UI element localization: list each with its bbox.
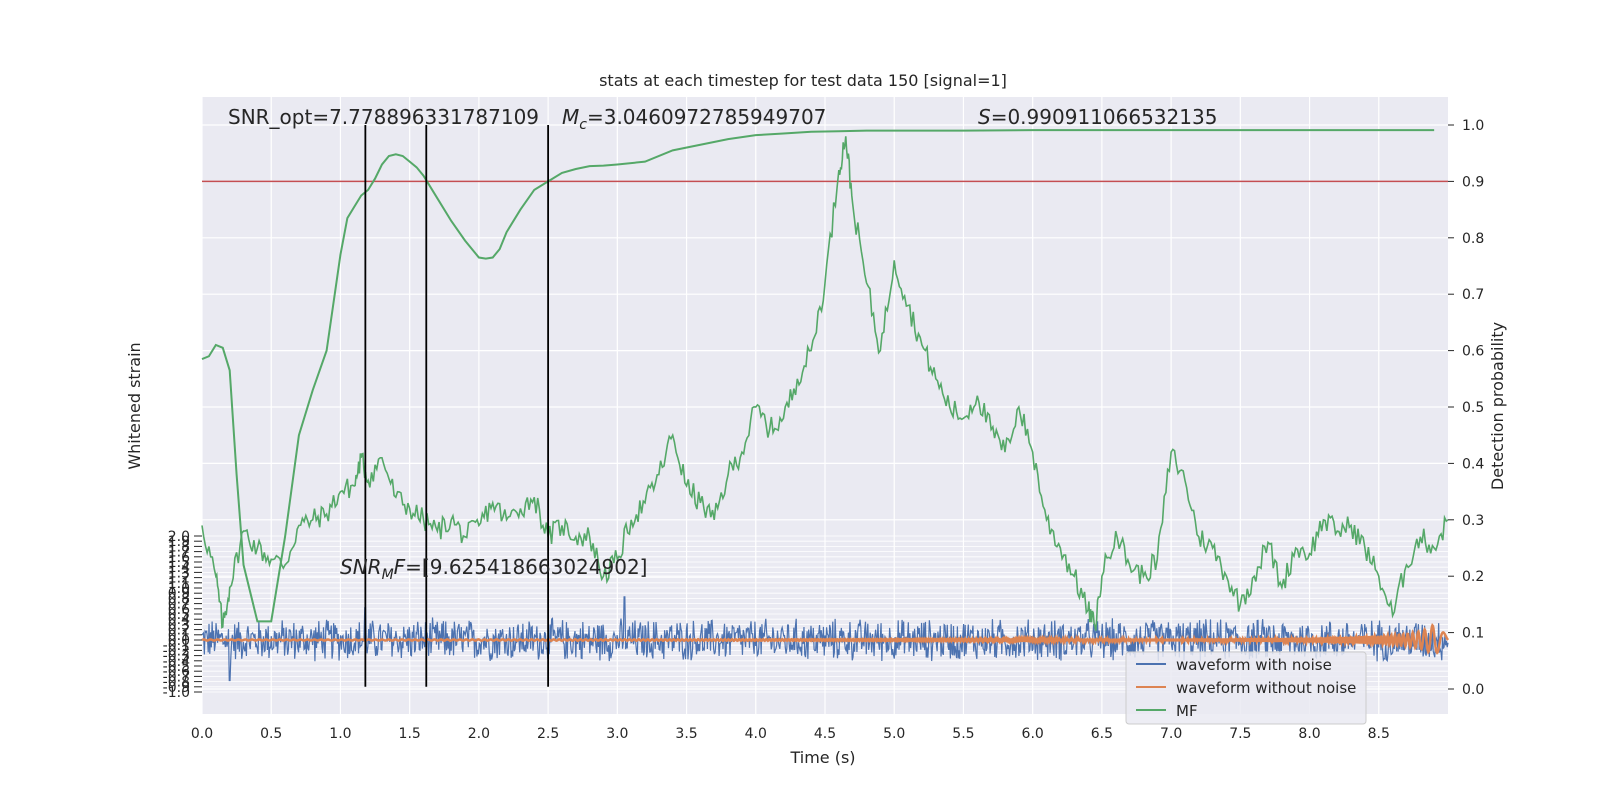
right-axis-ticks: 0.0 0.1 0.2 0.3 0.4 0.5 0.6 0.7 0.8 0.9 1.0 [1448,118,1484,698]
x-tick-label: 0.0 [191,726,213,742]
right-tick-label: 0.8 [1462,231,1484,247]
left-tick-label: 0.7 [168,597,190,613]
series-detection-probability-noisy [201,136,1449,631]
left-tick-label: -0.6 [163,664,190,680]
right-tick-label: 0.4 [1462,456,1484,472]
legend-label-noise: waveform with noise [1176,656,1332,674]
annotation-snr-opt: SNR_opt=7.778896331787109 [228,105,539,129]
series-waveform-without-noise [201,623,1450,655]
left-tick-label: 1.0 [168,581,190,597]
left-tick-label: 1.8 [168,539,190,555]
right-tick-label: 0.5 [1462,400,1484,416]
x-tick-label: 3.5 [675,726,697,742]
probability-layer [201,129,1449,631]
left-tick-label: -0.5 [163,659,190,675]
legend: waveform with noise waveform without noi… [1125,651,1367,725]
left-tick-label: 1.1 [168,576,190,592]
x-tick-label: 5.5 [952,726,974,742]
left-tick-label: 1.7 [168,545,190,561]
left-tick-label: 1.9 [168,534,190,550]
left-tick-label: 0.3 [168,617,190,633]
left-tick-label: 1.5 [168,555,190,571]
chart-title: stats at each timestep for test data 150… [599,71,1007,90]
x-tick-label: 6.5 [1091,726,1113,742]
x-axis-label: Time (s) [789,748,855,767]
left-tick-label: 0.1 [168,628,190,644]
x-tick-label: 8.5 [1368,726,1390,742]
left-tick-label: 0.2 [168,623,190,639]
vertical-markers [364,125,550,687]
left-tick-label: 1.2 [168,571,190,587]
x-tick-label: 3.0 [606,726,628,742]
x-tick-label: 1.5 [399,726,421,742]
waveform-layer [201,596,1450,682]
series-waveform-with-noise [201,596,1449,682]
left-tick-label: 0.6 [168,602,190,618]
left-tick-label: -0.3 [163,649,190,665]
left-tick-label: -0.9 [163,680,190,696]
x-tick-label: 7.0 [1160,726,1182,742]
annotation-mc: Mc=3.0460972785949707 [562,105,826,133]
right-tick-label: 0.1 [1462,626,1484,642]
right-tick-label: 0.7 [1462,287,1484,303]
right-tick-label: 1.0 [1462,118,1484,134]
left-tick-label: -0.4 [163,654,190,670]
left-tick-label: 1.4 [168,560,190,576]
right-tick-label: 0.3 [1462,513,1484,529]
legend-box [1125,651,1367,725]
left-axis-ticks: -1.0-0.9-0.8-0.7-0.6-0.5-0.4-0.3-0.2-0.1… [163,529,202,701]
right-tick-label: 0.0 [1462,682,1484,698]
x-tick-label: 0.5 [260,726,282,742]
x-tick-label: 2.5 [537,726,559,742]
series-detection-probability-smooth [201,129,1435,623]
x-tick-label: 1.0 [329,726,351,742]
left-tick-label: 0.4 [168,612,190,628]
x-tick-label: 8.0 [1298,726,1320,742]
x-tick-label: 4.0 [745,726,767,742]
right-tick-label: 0.9 [1462,174,1484,190]
left-tick-label: 0.9 [168,586,190,602]
left-tick-label: 0.8 [168,591,190,607]
left-tick-label: 1.3 [168,565,190,581]
legend-label-clean: waveform without noise [1176,679,1356,697]
left-tick-label: -0.1 [163,638,190,654]
left-tick-label: 0.5 [168,607,190,623]
x-tick-label: 5.0 [883,726,905,742]
x-tick-label: 7.5 [1229,726,1251,742]
annotation-snr-mf: SNRMF=[9.625418663024902] [340,555,648,583]
right-tick-label: 0.2 [1462,569,1484,585]
left-tick-label: -0.8 [163,675,190,691]
left-tick-label: 1.6 [168,550,190,566]
left-tick-label: -1.0 [163,685,190,701]
x-tick-label: 6.0 [1022,726,1044,742]
left-tick-label: 0.0 [168,633,190,649]
legend-label-mf: MF [1176,702,1198,720]
left-tick-label: 2.0 [168,529,190,545]
y-axis-label-right: Detection probability [1488,322,1507,490]
x-tick-label: 4.5 [814,726,836,742]
y-axis-label-left: Whitened strain [125,342,144,469]
left-tick-label: -0.2 [163,643,190,659]
annotation-s: S=0.990911066532135 [978,105,1217,129]
x-axis-ticks: 0.0 0.5 1.0 1.5 2.0 2.5 3.0 3.5 4.0 4.5 5.0 5.5 6.0 6… [191,726,1390,742]
right-tick-label: 0.6 [1462,344,1484,360]
left-tick-label: -0.7 [163,669,190,685]
x-tick-label: 2.0 [468,726,490,742]
